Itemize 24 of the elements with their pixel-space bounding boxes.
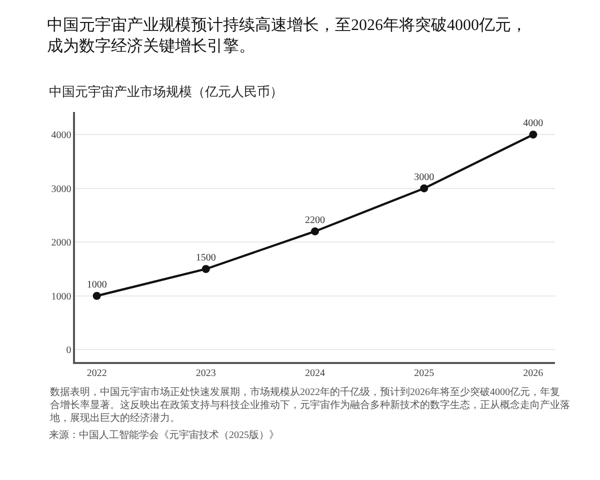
x-tick-label: 2025	[414, 368, 434, 379]
point	[311, 227, 319, 236]
x-tick-label: 2023	[196, 368, 216, 379]
y-tick-label: 3000	[51, 184, 72, 195]
point	[202, 264, 210, 273]
source-note: 来源：中国人工智能学会《元宇宙技术（2025版）》	[49, 429, 279, 441]
data-label: 1500	[196, 252, 216, 264]
data-label: 3000	[414, 172, 434, 183]
data-label: 4000	[523, 118, 544, 130]
point	[529, 130, 538, 139]
point	[420, 184, 428, 192]
x-tick-label: 2022	[86, 368, 107, 379]
y-tick-label: 4000	[51, 130, 72, 142]
chart-subtitle: 中国元宇宙产业市场规模（亿元人民币）	[49, 84, 283, 99]
x-tick-label: 2024	[305, 368, 325, 379]
y-tick-label: 2000	[51, 238, 72, 249]
chart-title: 中国元宇宙产业规模预计持续高速增长，至2026年将突破4000亿元，成为数字经济关键增长引擎。	[47, 16, 527, 55]
data-label: 1000	[86, 279, 107, 290]
y-tick-label: 1000	[51, 291, 72, 302]
x-tick-label: 2026	[523, 368, 544, 379]
data-label: 2200	[305, 214, 325, 226]
y-tick-label: 0	[66, 345, 72, 356]
point	[92, 292, 101, 300]
text: 数据表明，中国元宇宙市场正处快速发展期，市场规模从2022年的千亿级，预计到2026年将至少突破4000亿元，年复合增长率显著。这反映出在政策支持与科技企业推动下，元宇宙作为融合多种新技术的数字生态，正从概念走向产业落地，展现出巨大的经济潜力。	[49, 386, 570, 424]
